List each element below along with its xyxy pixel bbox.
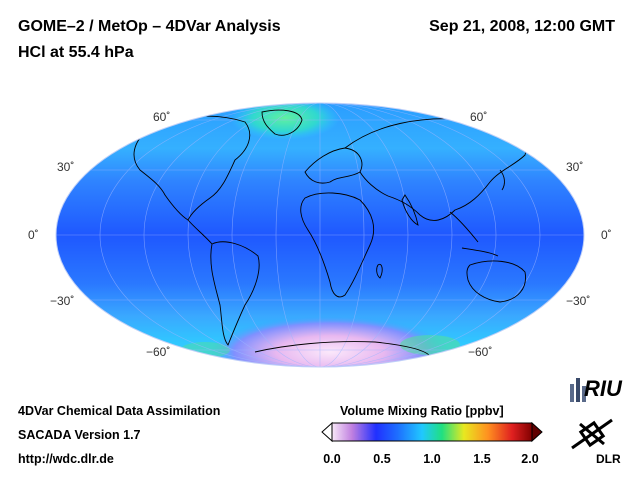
lat-label-30s-right: −30˚ [566, 294, 591, 308]
lat-label-eq-right: 0˚ [601, 228, 612, 242]
colorbar-high-arrow [531, 421, 543, 443]
map-border [55, 102, 585, 368]
footer-link[interactable]: http://wdc.dlr.de [18, 452, 114, 466]
riu-logo: RIU [584, 376, 622, 401]
colorbar-low-arrow [321, 421, 333, 443]
colorbar [321, 421, 543, 443]
lat-label-30n-left: 30˚ [57, 160, 75, 174]
map-subtitle: HCl at 55.4 hPa [18, 44, 134, 61]
lat-label-60s-left: −60˚ [146, 345, 171, 359]
dlr-logo-icon [571, 418, 613, 450]
footer-line-1: 4DVar Chemical Data Assimilation [18, 404, 221, 418]
colorbar-tick-1: 0.5 [373, 452, 391, 466]
footer-line-2: SACADA Version 1.7 [18, 428, 141, 442]
colorbar-tick-4: 2.0 [521, 452, 539, 466]
map-field [56, 103, 584, 367]
map-title: GOME–2 / MetOp – 4DVar Analysis [18, 18, 281, 35]
riu-logo-icon [570, 378, 586, 402]
colorbar-title: Volume Mixing Ratio [ppbv] [340, 404, 504, 418]
lat-label-30n-right: 30˚ [566, 160, 584, 174]
lat-label-60n-left: 60˚ [153, 110, 171, 124]
dlr-logo: DLR [596, 452, 621, 466]
colorbar-tick-0: 0.0 [323, 452, 341, 466]
colorbar-gradient [331, 422, 533, 442]
lat-label-60n-right: 60˚ [470, 110, 488, 124]
lat-label-30s-left: −30˚ [50, 294, 75, 308]
lat-label-eq-left: 0˚ [28, 228, 39, 242]
colorbar-tick-3: 1.5 [473, 452, 491, 466]
antarctic-high-patch [210, 316, 450, 367]
datetime-label: Sep 21, 2008, 12:00 GMT [429, 18, 615, 35]
lat-label-60s-right: −60˚ [468, 345, 493, 359]
colorbar-tick-2: 1.0 [423, 452, 441, 466]
